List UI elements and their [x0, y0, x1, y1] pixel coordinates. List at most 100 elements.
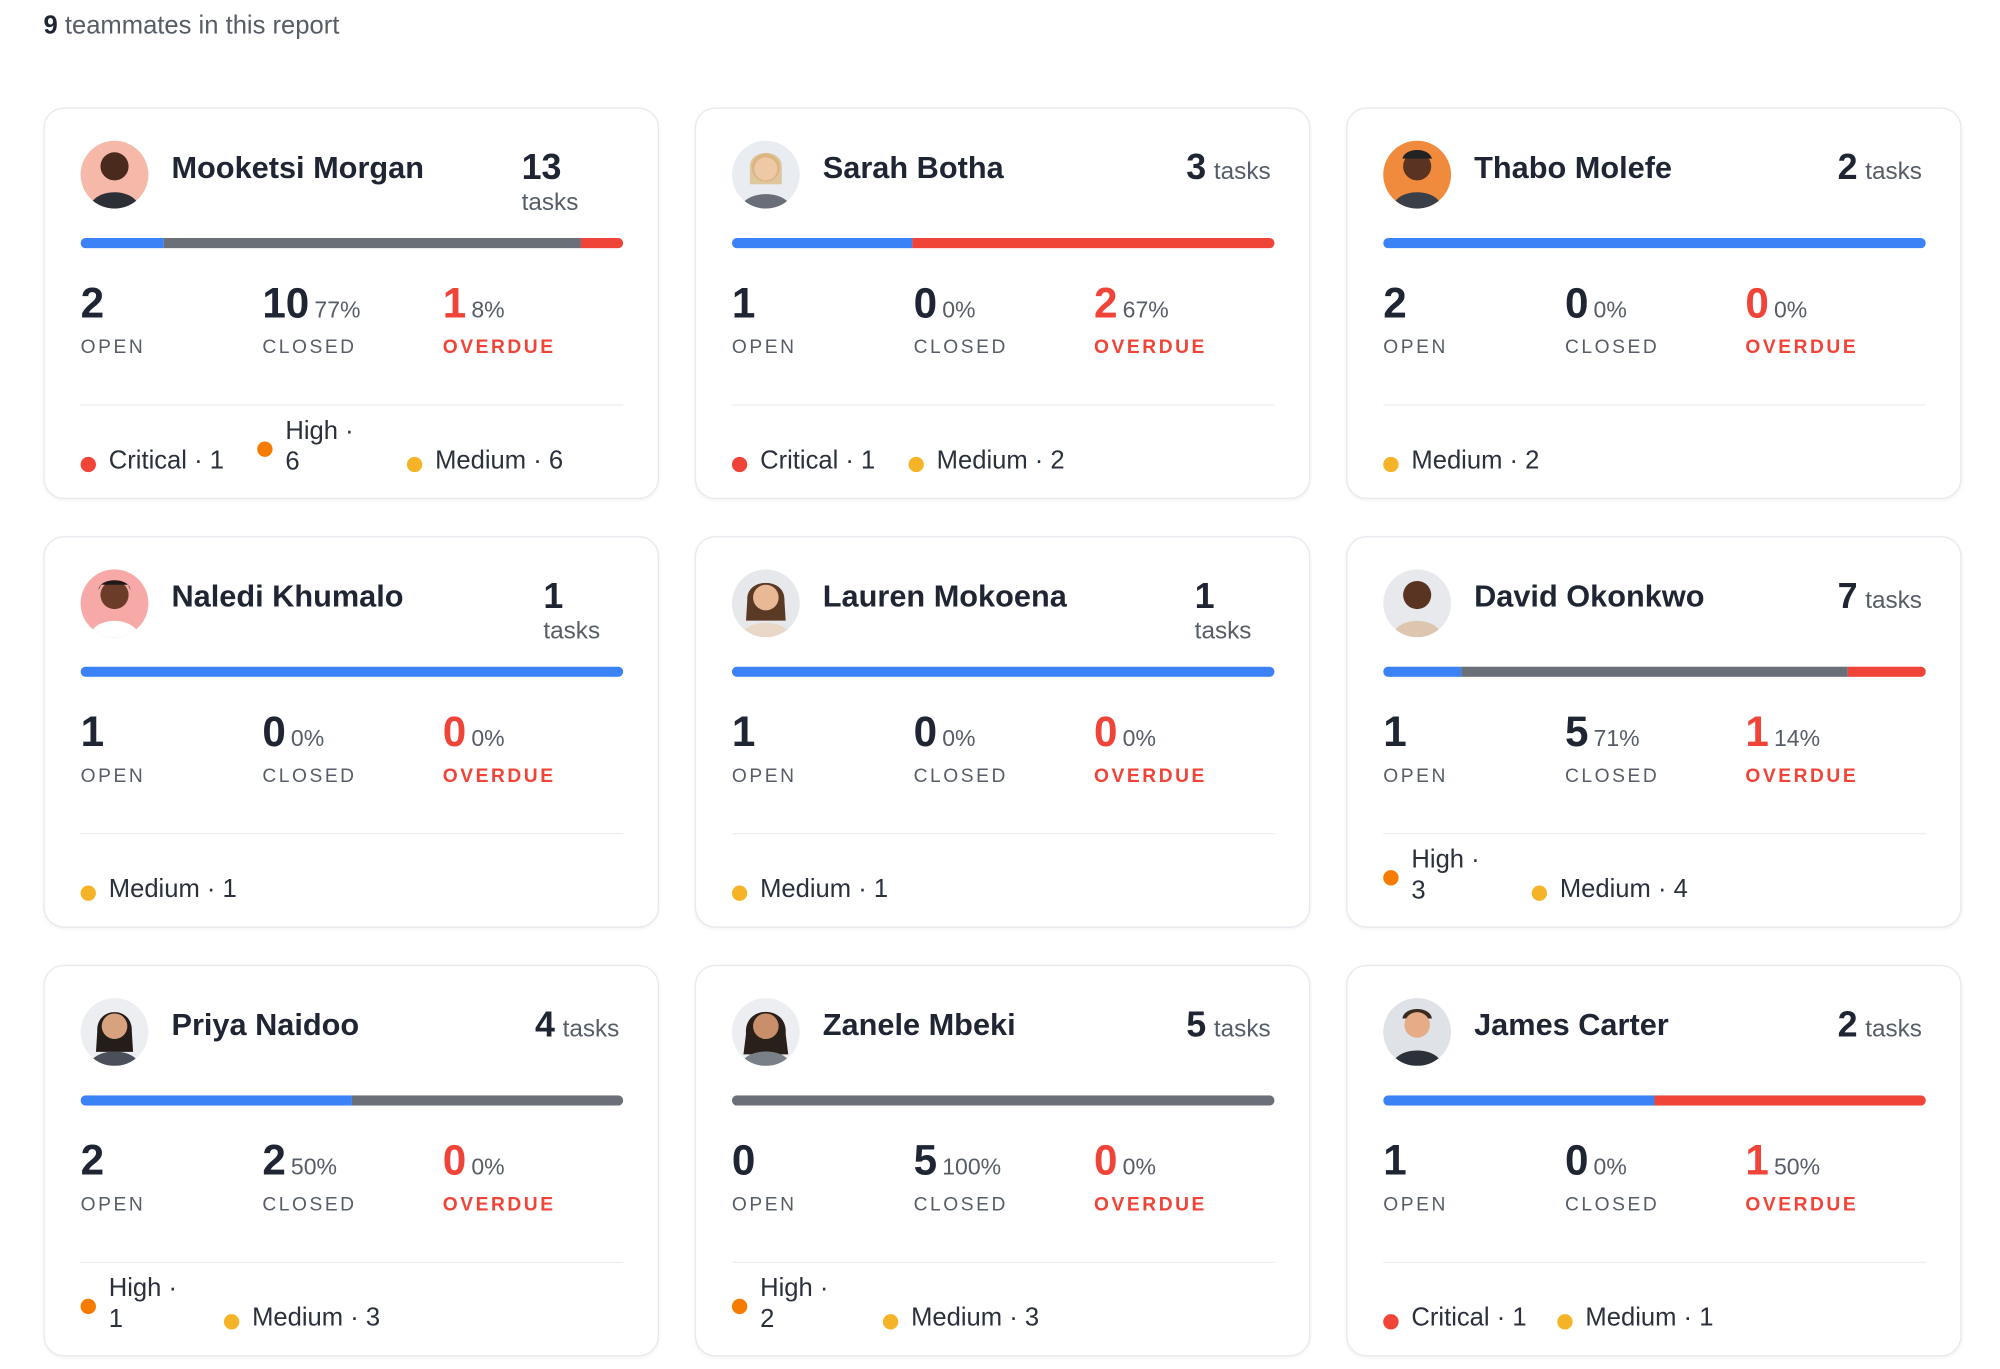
- closed-count: 0: [1564, 278, 1589, 327]
- task-count-label: tasks: [521, 189, 579, 217]
- teammate-name: Mooketsi Morgan: [171, 150, 424, 186]
- priority-label: Critical · 1: [108, 446, 224, 475]
- priority-label: Medium · 4: [1559, 875, 1688, 904]
- overdue-count: 0: [1745, 278, 1769, 327]
- priority-label: Medium · 2: [1411, 446, 1540, 475]
- task-count: 5: [1186, 1004, 1207, 1045]
- card-divider: [1383, 1261, 1926, 1263]
- status-bar-open-segment: [731, 238, 913, 249]
- teammate-name: James Carter: [1474, 1008, 1669, 1043]
- teammate-card[interactable]: Priya Naidoo 4 tasks 2 OPEN 2 50% CLOSED 0…: [43, 964, 659, 1357]
- closed-percent: 71%: [1593, 725, 1640, 752]
- task-total: 1 tasks: [1195, 576, 1252, 646]
- overdue-count: 1: [1745, 1136, 1769, 1184]
- priority-label: High · 1: [108, 1274, 178, 1334]
- overdue-stat: 0 0% OVERDUE: [1094, 706, 1207, 787]
- closed-count: 0: [262, 707, 286, 755]
- card-divider: [80, 404, 624, 406]
- task-total: 7 tasks: [1838, 576, 1922, 617]
- teammate-card[interactable]: Zanele Mbeki 5 tasks 0 OPEN 5 100% CLOSED …: [694, 964, 1311, 1357]
- overdue-stat: 0 0% OVERDUE: [1745, 278, 1858, 358]
- task-count-label: tasks: [1865, 158, 1922, 186]
- avatar: [1383, 140, 1452, 209]
- closed-percent: 77%: [314, 296, 361, 323]
- avatar-icon: [740, 1011, 791, 1066]
- open-stat: 0 OPEN: [732, 1135, 797, 1215]
- task-count-label: tasks: [1213, 158, 1271, 186]
- priority-label: Medium · 3: [252, 1303, 381, 1333]
- task-count-label: tasks: [1213, 1016, 1271, 1043]
- card-divider: [1383, 404, 1926, 406]
- closed-label: CLOSED: [1564, 765, 1660, 787]
- priority-label: Medium · 1: [1585, 1303, 1714, 1333]
- priority-label: High · 6: [285, 417, 354, 477]
- teammate-name: Zanele Mbeki: [822, 1008, 1016, 1043]
- closed-label: CLOSED: [1564, 336, 1660, 359]
- teammate-name: Thabo Molefe: [1474, 150, 1673, 186]
- teammate-card[interactable]: David Okonkwo 7 tasks 1 OPEN 5 71% CLOSED …: [1346, 536, 1962, 928]
- closed-count: 0: [1564, 1136, 1589, 1184]
- open-label: OPEN: [80, 1193, 146, 1216]
- open-count: 1: [731, 278, 756, 327]
- teammate-name: Naledi Khumalo: [171, 579, 404, 615]
- avatar-icon: [740, 582, 791, 638]
- task-count: 13: [521, 147, 562, 187]
- medium-dot-icon: [908, 456, 924, 473]
- overdue-label: OVERDUE: [442, 1193, 556, 1216]
- open-stat: 1 OPEN: [1383, 1135, 1448, 1215]
- task-total: 5 tasks: [1186, 1004, 1270, 1045]
- priority-label: Critical · 1: [760, 446, 876, 475]
- overdue-percent: 14%: [1773, 725, 1821, 752]
- teammate-card[interactable]: Naledi Khumalo 1 tasks 1 OPEN 0 0% CLOSED…: [43, 536, 659, 928]
- open-label: OPEN: [731, 336, 797, 359]
- task-status-bar: [731, 666, 1275, 677]
- closed-stat: 0 0% CLOSED: [1564, 278, 1660, 359]
- task-total: 1 tasks: [543, 576, 600, 646]
- teammate-card[interactable]: Lauren Mokoena 1 tasks 1 OPEN 0 0% CLOSED…: [694, 536, 1311, 928]
- task-total: 13 tasks: [522, 147, 579, 217]
- high-dot-icon: [257, 441, 273, 457]
- priority-label: Medium · 2: [936, 446, 1065, 475]
- task-status-bar: [80, 238, 624, 249]
- teammate-card[interactable]: Sarah Botha 3 tasks 1 OPEN 0 0% CLOSED 2 67…: [694, 107, 1311, 500]
- overdue-percent: 0%: [1773, 296, 1808, 323]
- overdue-percent: 0%: [1122, 725, 1156, 752]
- task-status-bar: [1383, 1095, 1926, 1106]
- overdue-stat: 0 0% OVERDUE: [1094, 1135, 1207, 1215]
- open-count: 1: [1383, 1136, 1407, 1184]
- status-bar-overdue-segment: [581, 238, 624, 249]
- high-dot-icon: [731, 1298, 748, 1315]
- closed-label: CLOSED: [913, 336, 1008, 359]
- status-bar-closed-segment: [164, 238, 582, 249]
- critical-dot-icon: [80, 456, 96, 473]
- task-count: 4: [534, 1004, 555, 1045]
- avatar: [1383, 998, 1452, 1066]
- closed-count: 0: [913, 707, 938, 755]
- closed-count: 5: [1564, 707, 1589, 755]
- status-bar-closed-segment: [1460, 666, 1849, 677]
- overdue-stat: 1 50% OVERDUE: [1745, 1135, 1858, 1215]
- open-stat: 2 OPEN: [1383, 278, 1448, 358]
- avatar: [731, 569, 800, 638]
- critical-dot-icon: [731, 456, 748, 473]
- overdue-percent: 50%: [1773, 1154, 1821, 1180]
- open-label: OPEN: [1383, 765, 1448, 787]
- closed-percent: 0%: [1593, 1154, 1627, 1180]
- closed-label: CLOSED: [262, 1193, 357, 1216]
- teammate-card[interactable]: Mooketsi Morgan 13 tasks 2 OPEN 10 77% CL…: [43, 107, 659, 500]
- teammate-name: Priya Naidoo: [171, 1008, 360, 1043]
- avatar: [80, 998, 149, 1066]
- medium-dot-icon: [1531, 885, 1548, 901]
- closed-count: 2: [262, 1136, 286, 1184]
- teammate-card-grid: Mooketsi Morgan 13 tasks 2 OPEN 1 0 77% CL…: [43, 107, 1963, 1361]
- open-label: OPEN: [731, 765, 797, 787]
- closed-stat: 0 0% CLOSED: [1564, 1135, 1659, 1215]
- status-bar-open-segment: [80, 1095, 352, 1106]
- avatar-icon: [1392, 150, 1443, 209]
- avatar-icon: [89, 152, 140, 209]
- overdue-percent: 0%: [471, 1154, 505, 1180]
- card-divider: [80, 833, 624, 835]
- closed-percent: 50%: [290, 1154, 338, 1180]
